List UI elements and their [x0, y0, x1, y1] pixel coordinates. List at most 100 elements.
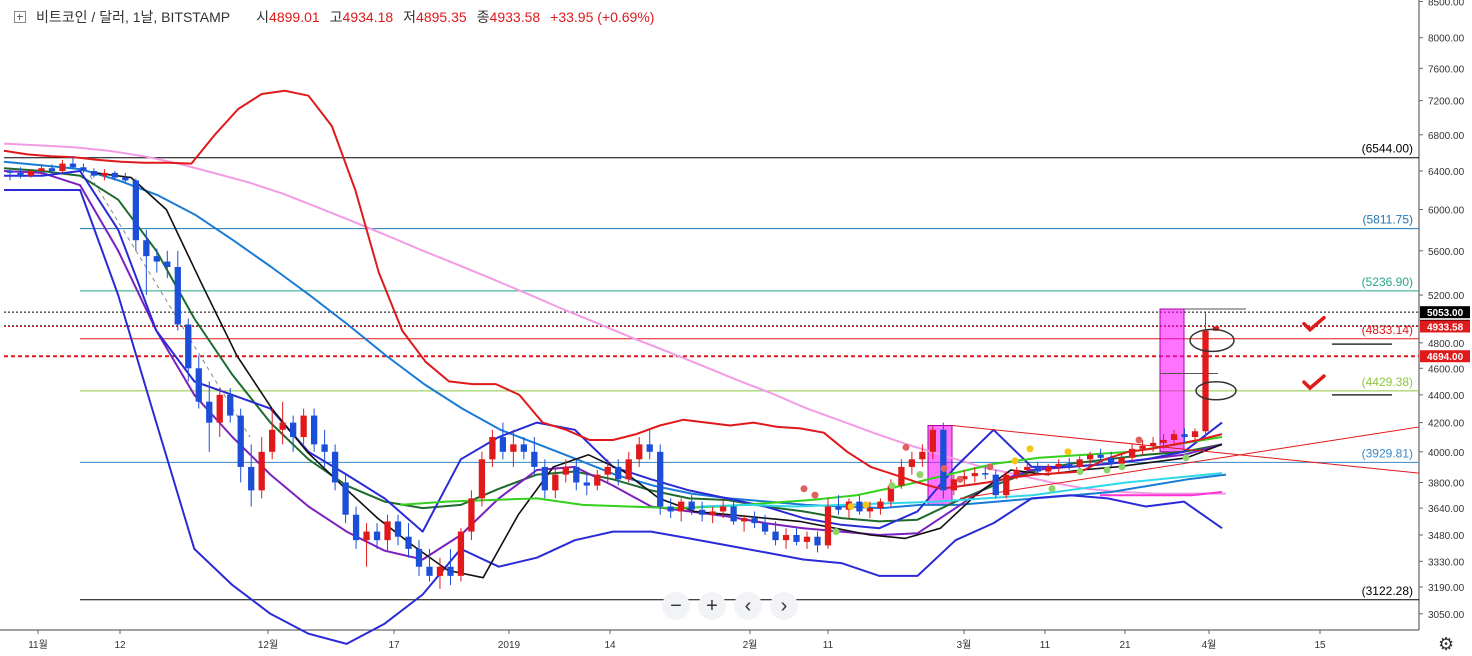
candle-body	[436, 566, 444, 576]
candle-body	[1191, 431, 1199, 438]
check-icon	[1302, 374, 1326, 391]
y-tick-label: 3480.00	[1428, 531, 1465, 542]
signal-dot	[986, 463, 994, 471]
candle-body	[499, 437, 507, 452]
y-tick-label: 4200.00	[1428, 419, 1465, 430]
candle-body	[604, 466, 611, 475]
candle-body	[615, 466, 622, 480]
y-tick-label: 3800.00	[1428, 478, 1465, 489]
magenta-line	[1100, 491, 1223, 497]
candle-body	[6, 171, 14, 173]
signal-dot	[916, 471, 924, 479]
y-tick-label: 5600.00	[1428, 247, 1465, 258]
candle-body	[457, 531, 465, 576]
price-label: 4933.58	[1427, 322, 1464, 333]
signal-dot	[1135, 436, 1143, 444]
change-value: +33.95 (+0.69%)	[550, 9, 655, 25]
candle-body	[1066, 463, 1073, 467]
candle-body	[478, 459, 486, 499]
candle-body	[898, 466, 905, 486]
candle-body	[761, 523, 769, 532]
candle-body	[950, 479, 957, 491]
candle-body	[489, 437, 496, 460]
candle-body	[541, 466, 548, 491]
candle-body	[269, 429, 276, 452]
price-label-bg	[1420, 350, 1470, 363]
y-tick-label: 8000.00	[1428, 34, 1465, 45]
gear-icon[interactable]: ⚙	[1438, 634, 1455, 654]
candle-body	[552, 474, 559, 491]
fib-level-label: (4429.38)	[1362, 375, 1413, 389]
candle-body	[48, 168, 56, 171]
signal-dot	[888, 482, 896, 490]
candle-body	[310, 415, 318, 445]
candle-body	[300, 415, 307, 438]
close-value: 4933.58	[489, 9, 541, 25]
scroll-right-button[interactable]: ›	[770, 592, 798, 620]
signal-dot	[1118, 463, 1126, 471]
candle-body	[1097, 454, 1104, 458]
candle-body	[594, 474, 601, 486]
candle-body	[1181, 434, 1188, 438]
candle-body	[216, 394, 223, 423]
check-icon	[1302, 315, 1326, 333]
x-tick-label: 12	[114, 640, 126, 651]
candle-body	[1118, 457, 1125, 464]
bb-lower-line	[4, 189, 1223, 645]
chart-header: 비트코인 / 달러, 1날, BITSTAMP 시 4899.01 고 4934.1…	[14, 6, 654, 28]
candles-group	[6, 156, 1220, 589]
candle-body	[237, 415, 244, 467]
candle-body	[887, 485, 895, 502]
candle-body	[59, 163, 66, 171]
candle-body	[877, 501, 884, 509]
candle-body	[1107, 457, 1115, 464]
candle-body	[698, 509, 706, 515]
signal-dot	[1048, 485, 1056, 493]
candle-body	[185, 324, 192, 369]
fib-level-label: (4833.14)	[1362, 323, 1413, 337]
y-tick-label: 7600.00	[1428, 64, 1465, 75]
candle-body	[111, 172, 119, 178]
x-tick-label: 11	[823, 640, 834, 651]
candle-body	[1128, 448, 1136, 458]
candle-body	[793, 535, 800, 542]
y-tick-label: 3330.00	[1428, 557, 1465, 568]
x-tick-label: 12월	[258, 639, 278, 651]
trendline-down	[951, 425, 1420, 474]
y-tick-label: 6000.00	[1428, 206, 1465, 217]
candle-body	[373, 531, 381, 541]
y-tick-label: 6800.00	[1428, 131, 1465, 142]
candle-body	[982, 473, 989, 475]
zoom-in-button[interactable]: +	[698, 592, 726, 620]
candle-body	[1055, 463, 1062, 467]
x-tick-label: 3월	[957, 639, 972, 651]
price-label: 4694.00	[1427, 352, 1464, 363]
candle-body	[1076, 459, 1083, 467]
candle-body	[772, 531, 779, 541]
candle-body	[856, 501, 863, 512]
x-tick-label: 4월	[1202, 639, 1217, 651]
candle-body	[206, 401, 213, 423]
scroll-left-button[interactable]: ‹	[734, 592, 762, 620]
candle-body	[384, 521, 391, 541]
candle-body	[531, 451, 538, 467]
high-label: 고	[329, 9, 343, 25]
candle-body	[90, 171, 98, 176]
candle-body	[1003, 474, 1010, 496]
candle-body	[678, 501, 685, 512]
candle-body	[1149, 442, 1157, 446]
x-tick-label: 14	[604, 640, 616, 651]
candle-body	[583, 482, 590, 486]
signal-dot	[847, 503, 855, 511]
candle-body	[80, 167, 87, 171]
candle-body	[132, 180, 139, 241]
expand-icon[interactable]	[14, 11, 26, 23]
zoom-out-button[interactable]: −	[662, 592, 690, 620]
high-value: 4934.18	[342, 9, 394, 25]
candle-body	[751, 518, 758, 524]
y-tick-label: 4000.00	[1428, 448, 1465, 459]
candle-body	[426, 566, 433, 576]
candle-body	[646, 444, 653, 452]
candle-body	[227, 394, 234, 416]
